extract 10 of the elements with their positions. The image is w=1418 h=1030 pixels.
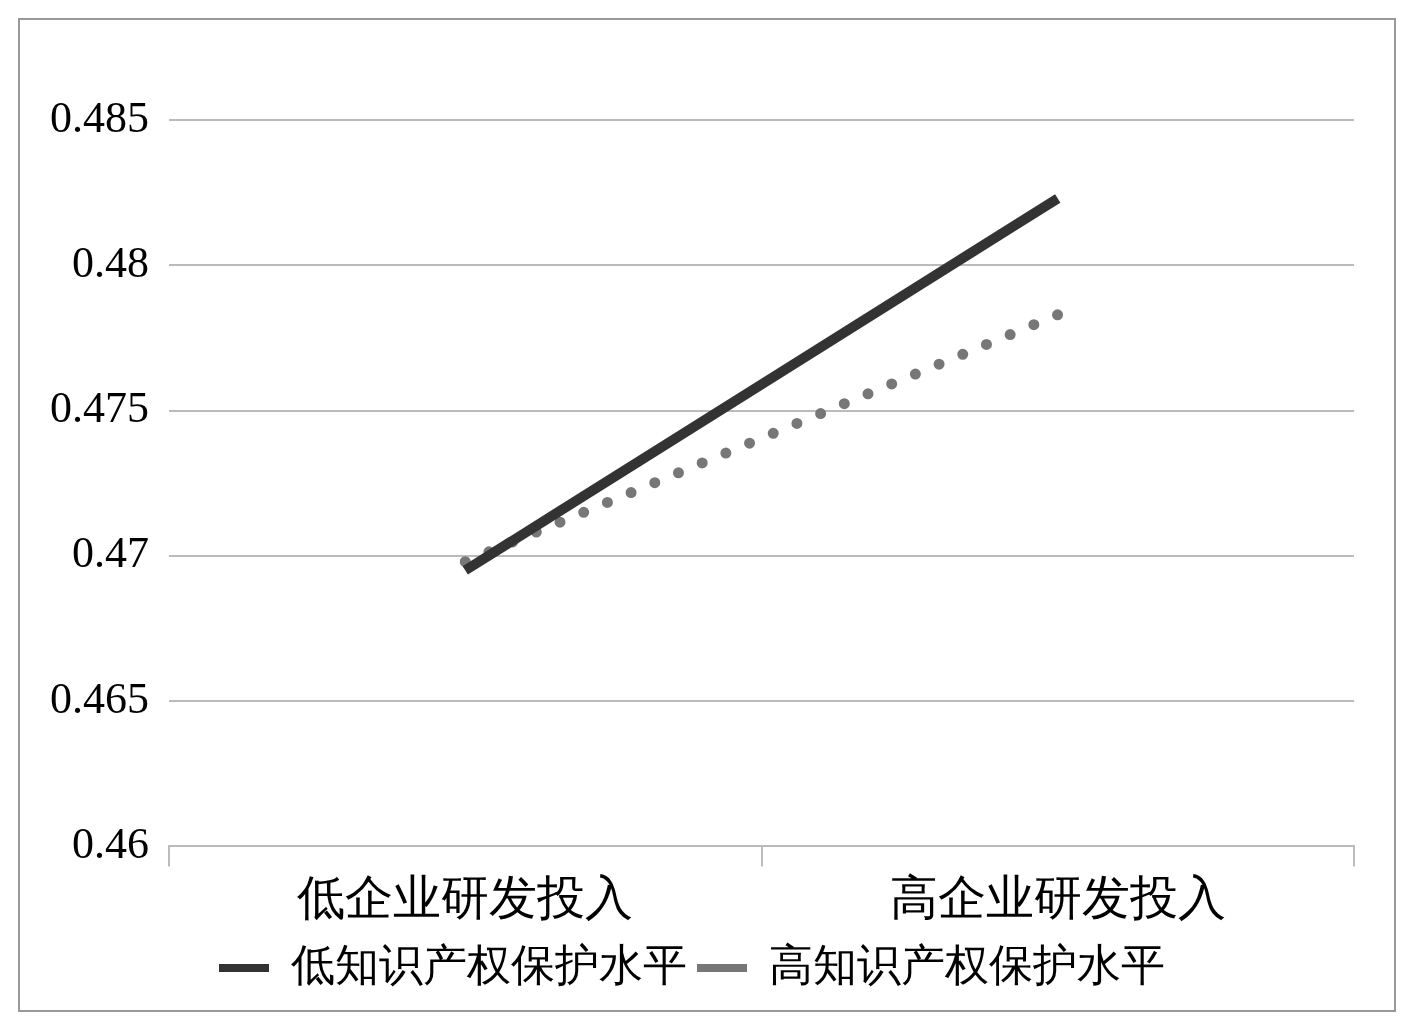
y-tick-label: 0.48 [72, 237, 149, 287]
y-tick-label: 0.47 [72, 528, 149, 578]
x-tick-label: 低企业研发投入 [297, 870, 634, 924]
legend-label: 高知识产权保护水平 [769, 940, 1165, 990]
y-tick-label: 0.465 [50, 673, 149, 723]
x-tick-label: 高企业研发投入 [889, 870, 1226, 924]
y-tick-label: 0.475 [50, 383, 149, 433]
legend-label: 低知识产权保护水平 [291, 940, 687, 990]
y-tick-label: 0.46 [72, 818, 149, 868]
y-tick-label: 0.485 [50, 92, 149, 142]
